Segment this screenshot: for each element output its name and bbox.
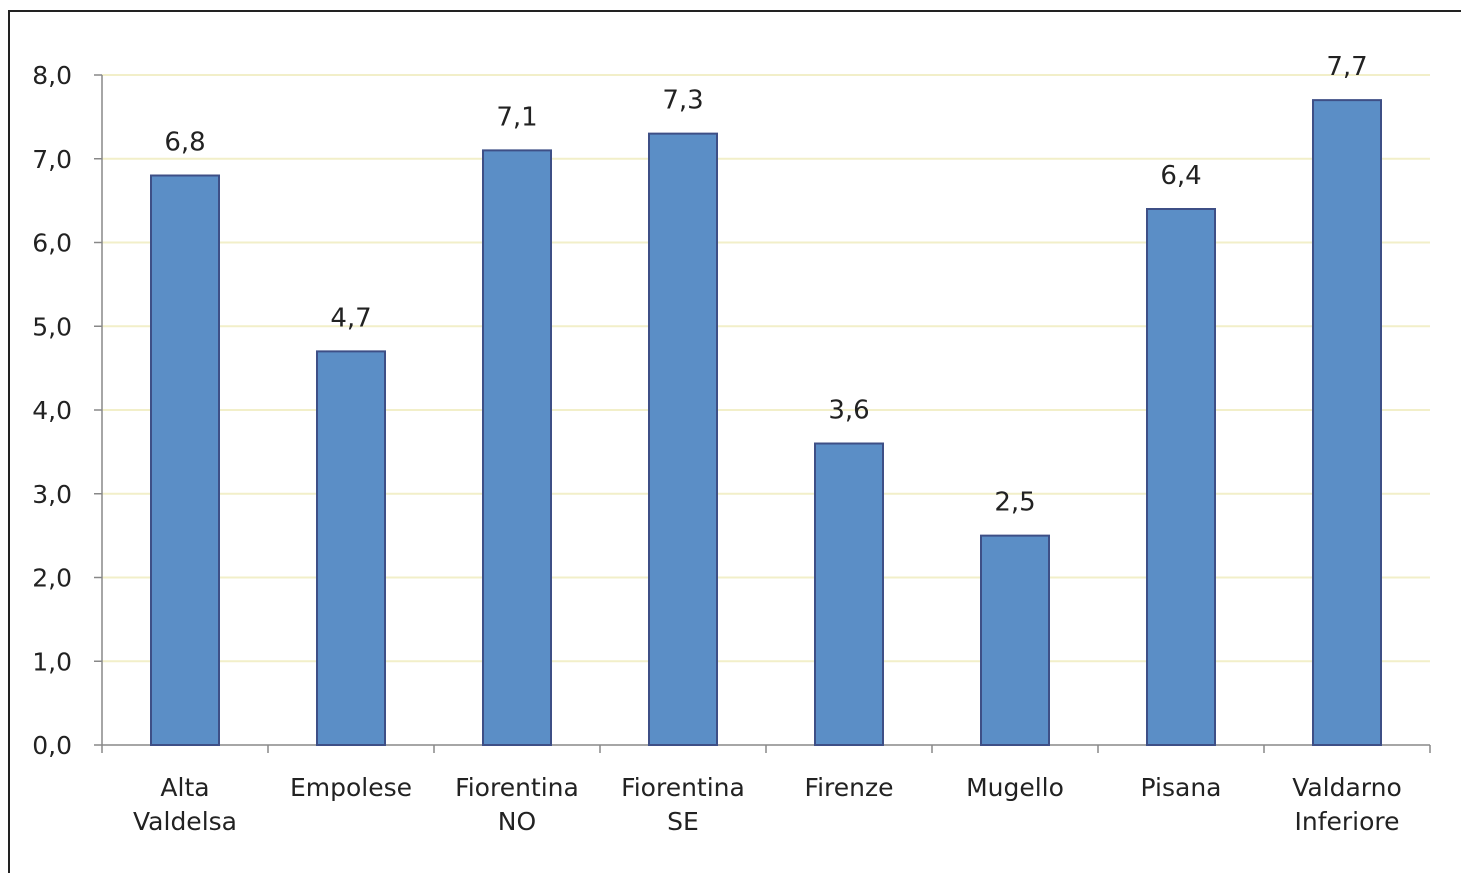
data-label: 7,3 bbox=[662, 86, 703, 116]
bars bbox=[150, 99, 1382, 746]
bar bbox=[648, 132, 718, 746]
bar bbox=[150, 174, 220, 746]
category-label: Pisana bbox=[1141, 773, 1222, 802]
data-label: 7,7 bbox=[1326, 52, 1367, 82]
y-tick-label: 6,0 bbox=[32, 229, 72, 258]
bar bbox=[1312, 99, 1382, 746]
category-label: Fiorentina bbox=[621, 773, 745, 802]
category-label: Mugello bbox=[966, 773, 1064, 802]
category-label: Alta bbox=[160, 773, 209, 802]
data-label: 3,6 bbox=[828, 396, 869, 426]
y-tick-label: 8,0 bbox=[32, 61, 72, 90]
y-tick-label: 2,0 bbox=[32, 564, 72, 593]
data-label: 6,4 bbox=[1160, 161, 1201, 191]
grid-lines bbox=[102, 74, 1430, 663]
bar bbox=[1146, 208, 1216, 746]
y-tick-label: 1,0 bbox=[32, 647, 72, 676]
labels: 0,0 1,0 2,0 3,0 4,0 5,0 6,0 7,0 8,0 6,8 Alta Valdel… bbox=[32, 52, 1402, 836]
bar bbox=[980, 534, 1050, 746]
bar bbox=[814, 442, 884, 746]
data-label: 7,1 bbox=[496, 102, 537, 132]
category-label: Firenze bbox=[805, 773, 894, 802]
category-label: Inferiore bbox=[1294, 807, 1399, 836]
bar bbox=[482, 149, 552, 746]
y-tick-label: 0,0 bbox=[32, 731, 72, 760]
bar bbox=[316, 350, 386, 746]
category-label: Fiorentina bbox=[455, 773, 579, 802]
y-tick-label: 4,0 bbox=[32, 396, 72, 425]
category-label: Valdarno bbox=[1292, 773, 1402, 802]
category-label: NO bbox=[498, 807, 536, 836]
data-label: 2,5 bbox=[994, 488, 1035, 518]
category-label: Empolese bbox=[290, 773, 412, 802]
data-label: 6,8 bbox=[164, 128, 205, 158]
y-tick-label: 5,0 bbox=[32, 312, 72, 341]
category-label: Valdelsa bbox=[133, 807, 237, 836]
chart-frame bbox=[8, 10, 1461, 873]
data-label: 4,7 bbox=[330, 303, 371, 333]
axes bbox=[94, 74, 1431, 753]
category-label: SE bbox=[667, 807, 699, 836]
y-tick-label: 3,0 bbox=[32, 480, 72, 509]
y-tick-label: 7,0 bbox=[32, 145, 72, 174]
